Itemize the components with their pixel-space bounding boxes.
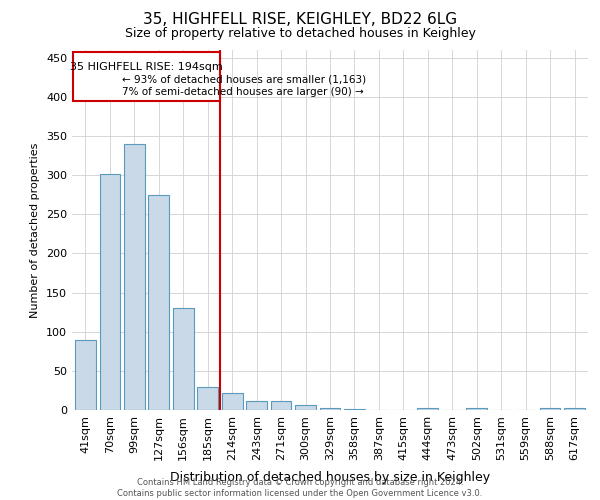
FancyBboxPatch shape [73, 52, 220, 101]
Bar [418, 408, 438, 410]
Text: 35, HIGHFELL RISE, KEIGHLEY, BD22 6LG: 35, HIGHFELL RISE, KEIGHLEY, BD22 6LG [143, 12, 457, 28]
Text: ← 93% of detached houses are smaller (1,163): ← 93% of detached houses are smaller (1,… [122, 74, 366, 85]
Bar [271, 400, 292, 410]
Bar [246, 400, 267, 410]
Bar [100, 174, 120, 410]
Bar [295, 404, 316, 410]
Text: Contains HM Land Registry data © Crown copyright and database right 2024.
Contai: Contains HM Land Registry data © Crown c… [118, 478, 482, 498]
Text: Size of property relative to detached houses in Keighley: Size of property relative to detached ho… [125, 28, 475, 40]
Bar [344, 409, 365, 410]
Bar [75, 340, 96, 410]
Bar [540, 408, 560, 410]
Bar [124, 144, 145, 410]
Text: 7% of semi-detached houses are larger (90) →: 7% of semi-detached houses are larger (9… [122, 87, 364, 97]
Y-axis label: Number of detached properties: Number of detached properties [31, 142, 40, 318]
Bar [466, 408, 487, 410]
Bar [173, 308, 194, 410]
Bar [320, 408, 340, 410]
Bar [197, 386, 218, 410]
Text: 35 HIGHFELL RISE: 194sqm: 35 HIGHFELL RISE: 194sqm [70, 62, 223, 72]
Bar [564, 408, 585, 410]
Bar [148, 195, 169, 410]
Bar [222, 393, 242, 410]
X-axis label: Distribution of detached houses by size in Keighley: Distribution of detached houses by size … [170, 471, 490, 484]
